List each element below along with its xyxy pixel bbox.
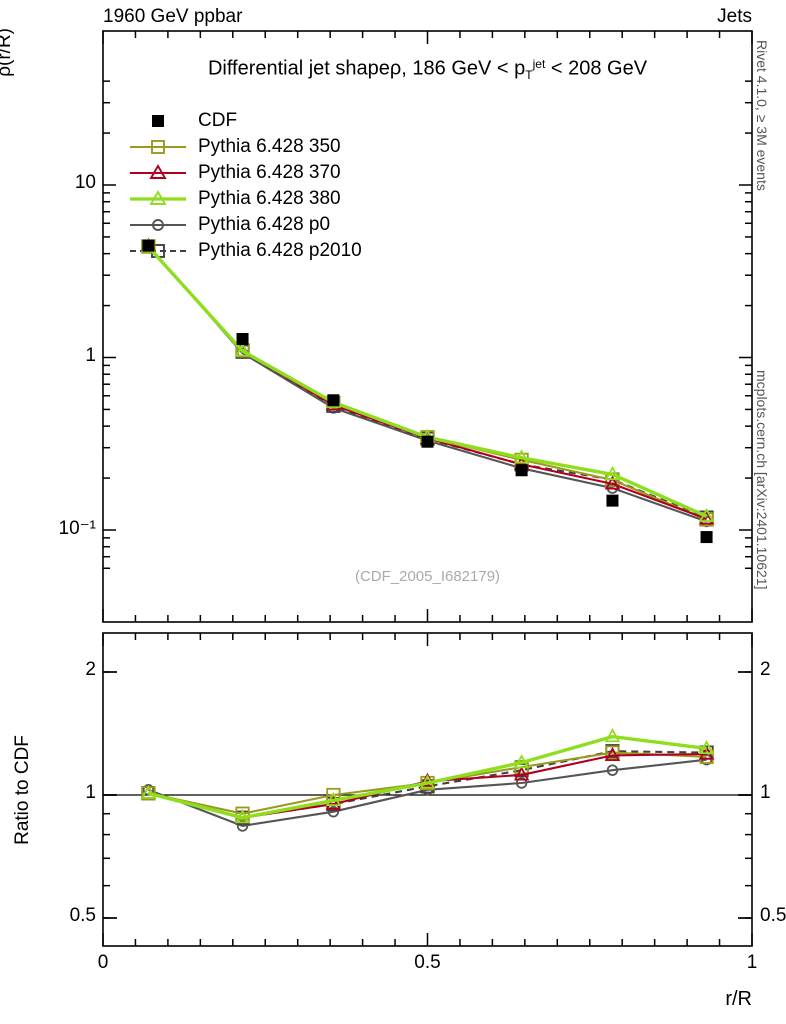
legend-item: CDF — [128, 108, 362, 134]
legend-key-open-triangle — [128, 162, 188, 184]
data-marker — [513, 754, 530, 769]
legend-marker — [149, 190, 167, 205]
legend: CDF Pythia 6.428 350 Pythia 6.428 370 Pythi… — [128, 108, 362, 264]
analysis-id-watermark: (CDF_2005_I682179) — [354, 568, 501, 585]
data-marker — [236, 333, 249, 346]
data-marker — [698, 507, 715, 522]
data-marker — [515, 464, 528, 477]
data-marker — [513, 449, 530, 464]
data-marker — [513, 766, 530, 781]
legend-item: Pythia 6.428 350 — [128, 134, 362, 160]
legend-key-open-triangle — [128, 188, 188, 210]
data-marker — [234, 809, 251, 824]
data-marker — [604, 746, 621, 762]
data-marker — [327, 806, 340, 818]
series-pythia-6-428-380 — [140, 727, 715, 824]
data-marker — [421, 435, 434, 448]
x-tick-label: 0.5 — [414, 952, 441, 973]
series-cdf — [142, 239, 713, 544]
legend-item-label: Pythia 6.428 p2010 — [198, 240, 362, 261]
ratio-y-tick-label-right: 2 — [760, 659, 771, 680]
legend-item-label: CDF — [198, 110, 238, 131]
series-pythia-6-428-380 — [140, 238, 715, 522]
data-marker — [700, 531, 713, 544]
data-marker — [606, 494, 619, 507]
legend-marker — [152, 219, 164, 231]
data-marker — [698, 510, 715, 525]
x-axis-title: r/R — [725, 988, 752, 1010]
title-mid: , 186 GeV < p — [401, 57, 526, 80]
ratio-y-tick-label-right: 0.5 — [760, 905, 786, 926]
series-line — [147, 734, 707, 820]
data-marker — [698, 739, 715, 755]
title-suffix: < 208 GeV — [545, 57, 648, 80]
series-line — [147, 245, 707, 519]
data-marker — [142, 239, 155, 252]
x-tick-label: 1 — [746, 952, 758, 973]
ratio-y-tick-label: 2 — [85, 659, 96, 680]
legend-item-label: Pythia 6.428 380 — [198, 188, 341, 209]
title-prefix: Differential jet shape — [207, 57, 390, 80]
ratio-y-tick-label-right: 1 — [760, 782, 771, 803]
ratio-y-tick-label: 0.5 — [69, 905, 96, 926]
data-marker — [604, 727, 621, 743]
data-marker — [606, 764, 619, 776]
legend-marker — [151, 140, 165, 154]
main-panel-frame — [102, 30, 753, 623]
ratio-y-axis-title: Ratio to CDF — [12, 734, 33, 845]
data-marker — [419, 774, 436, 789]
data-marker — [604, 475, 621, 490]
data-marker — [327, 394, 340, 407]
data-marker — [234, 342, 251, 357]
legend-marker — [152, 115, 164, 127]
legend-item-label: Pythia 6.428 p0 — [198, 214, 331, 235]
x-tick-label: 0 — [97, 952, 109, 973]
data-marker — [236, 820, 249, 832]
analysis-category-label: Jets — [717, 6, 752, 27]
title-sub: T — [525, 67, 533, 82]
data-marker — [235, 806, 250, 821]
title-sup: jet — [532, 57, 546, 71]
main-y-tick-label: 10 — [74, 172, 96, 193]
data-marker — [325, 795, 342, 810]
data-marker — [515, 777, 528, 789]
data-marker — [605, 745, 620, 760]
series-pythia-6-428-350 — [141, 239, 714, 527]
legend-key-open-square — [128, 136, 188, 158]
series-pythia-6-428-p0 — [142, 239, 713, 528]
legend-marker — [149, 164, 167, 179]
ratio-y-tick-label: 1 — [85, 782, 96, 803]
legend-key-filled-square — [128, 110, 188, 132]
data-marker — [325, 791, 342, 807]
data-marker — [140, 784, 157, 799]
legend-item: Pythia 6.428 380 — [128, 186, 362, 212]
legend-item-label: Pythia 6.428 370 — [198, 162, 341, 183]
legend-key-open-circle — [128, 214, 188, 236]
main-y-tick-label: 1 — [85, 344, 96, 366]
legend-item: Pythia 6.428 p0 — [128, 212, 362, 238]
title-rho: ρ — [389, 57, 402, 80]
series-line — [147, 245, 708, 518]
data-marker — [604, 465, 621, 481]
beam-energy-label: 1960 GeV ppbar — [103, 6, 243, 27]
main-plot-title: Differential jet shapeρ, 186 GeV < pTjet… — [103, 57, 752, 82]
legend-item: Pythia 6.428 370 — [128, 160, 362, 186]
main-y-tick-label: 10⁻¹ — [58, 518, 97, 539]
legend-item-label: Pythia 6.428 350 — [198, 136, 341, 157]
